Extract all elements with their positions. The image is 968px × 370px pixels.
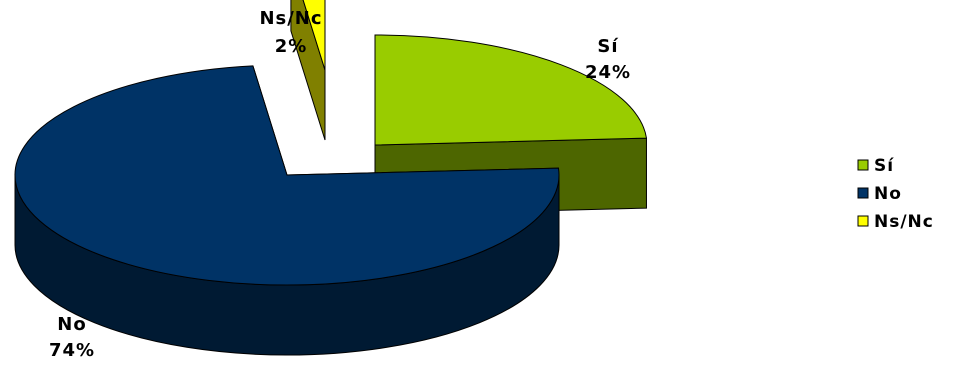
legend-entry-ns-nc: Ns/Nc bbox=[857, 212, 934, 232]
data-label-no-category: No bbox=[57, 314, 86, 335]
slice-top bbox=[302, 0, 326, 71]
data-label-si-value: 24% bbox=[585, 62, 631, 83]
legend-entry-no: No bbox=[857, 184, 902, 204]
data-label-ns-nc-category: Ns/Nc bbox=[259, 8, 322, 29]
data-label-no-value: 74% bbox=[49, 340, 95, 361]
pie-slices bbox=[14, 0, 648, 356]
slice-top bbox=[14, 65, 560, 286]
slice-top bbox=[374, 34, 648, 146]
data-label-ns-nc-value: 2% bbox=[275, 36, 308, 57]
legend-swatch bbox=[857, 215, 869, 227]
slice-ns-nc bbox=[290, 0, 326, 141]
data-label-si-category: Sí bbox=[597, 36, 618, 57]
legend-label: Ns/Nc bbox=[874, 212, 934, 232]
legend-swatch bbox=[857, 187, 869, 199]
slice-no bbox=[14, 65, 560, 356]
legend-swatch bbox=[857, 159, 869, 171]
legend-label: No bbox=[874, 184, 902, 204]
data-labels: Sí 24% No 74% Ns/Nc 2% bbox=[49, 8, 631, 361]
legend-entry-si: Sí bbox=[857, 156, 894, 176]
legend: Sí No Ns/Nc bbox=[857, 156, 934, 232]
legend-label: Sí bbox=[874, 156, 894, 176]
